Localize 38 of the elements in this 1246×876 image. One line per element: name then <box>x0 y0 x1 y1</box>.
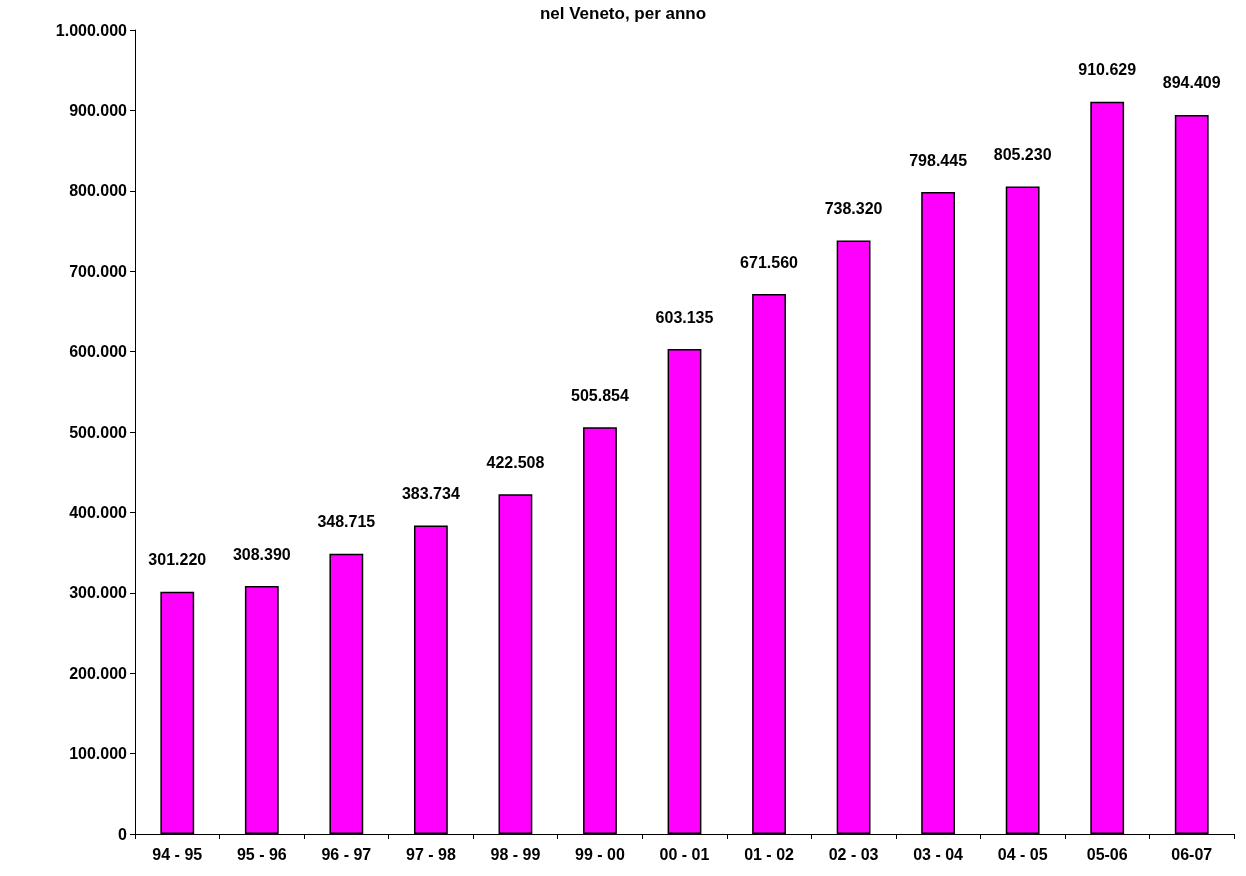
y-tick-label: 500.000 <box>69 423 128 441</box>
data-label: 308.390 <box>232 545 291 563</box>
x-tick-label: 00 - 01 <box>659 845 710 863</box>
x-tick-label: 04 - 05 <box>997 845 1048 863</box>
x-tick-label: 98 - 99 <box>490 845 541 863</box>
x-tick-label: 96 - 97 <box>321 845 372 863</box>
x-tick-label: 99 - 00 <box>575 845 625 863</box>
x-tick-label: 02 - 03 <box>828 845 879 863</box>
y-tick-label: 200.000 <box>69 664 128 682</box>
data-label: 505.854 <box>571 386 629 404</box>
data-label: 894.409 <box>1162 74 1221 92</box>
x-tick-label: 95 - 96 <box>236 845 287 863</box>
y-tick-label: 1.000.000 <box>55 21 128 39</box>
x-tick-label: 06-07 <box>1171 845 1213 863</box>
data-label: 301.220 <box>148 551 207 569</box>
x-tick-label: 94 - 95 <box>152 845 203 863</box>
data-label: 383.734 <box>401 484 460 502</box>
data-label: 738.320 <box>824 199 883 217</box>
data-label: 422.508 <box>486 453 545 471</box>
data-label: 603.135 <box>655 308 714 326</box>
x-tick-label: 03 - 04 <box>913 845 964 863</box>
y-tick-label: 400.000 <box>69 503 128 521</box>
data-label: 348.715 <box>317 513 376 531</box>
data-label: 671.560 <box>740 253 799 271</box>
x-tick-label: 97 - 98 <box>405 845 456 863</box>
data-label: 798.445 <box>909 151 968 169</box>
y-tick-label: 900.000 <box>69 101 128 119</box>
y-tick-label: 100.000 <box>69 745 128 763</box>
y-tick-label: 600.000 <box>69 343 128 361</box>
chart-title: nel Veneto, per anno <box>539 4 707 23</box>
data-label: 805.230 <box>993 146 1052 164</box>
y-tick-label: 800.000 <box>69 182 128 200</box>
data-label: 910.629 <box>1078 61 1137 79</box>
y-tick-label: 300.000 <box>69 584 128 602</box>
x-tick-label: 01 - 02 <box>744 845 795 863</box>
x-tick-label: 05-06 <box>1086 845 1128 863</box>
y-tick-label: 700.000 <box>69 262 128 280</box>
y-tick-label: 0 <box>118 825 128 843</box>
